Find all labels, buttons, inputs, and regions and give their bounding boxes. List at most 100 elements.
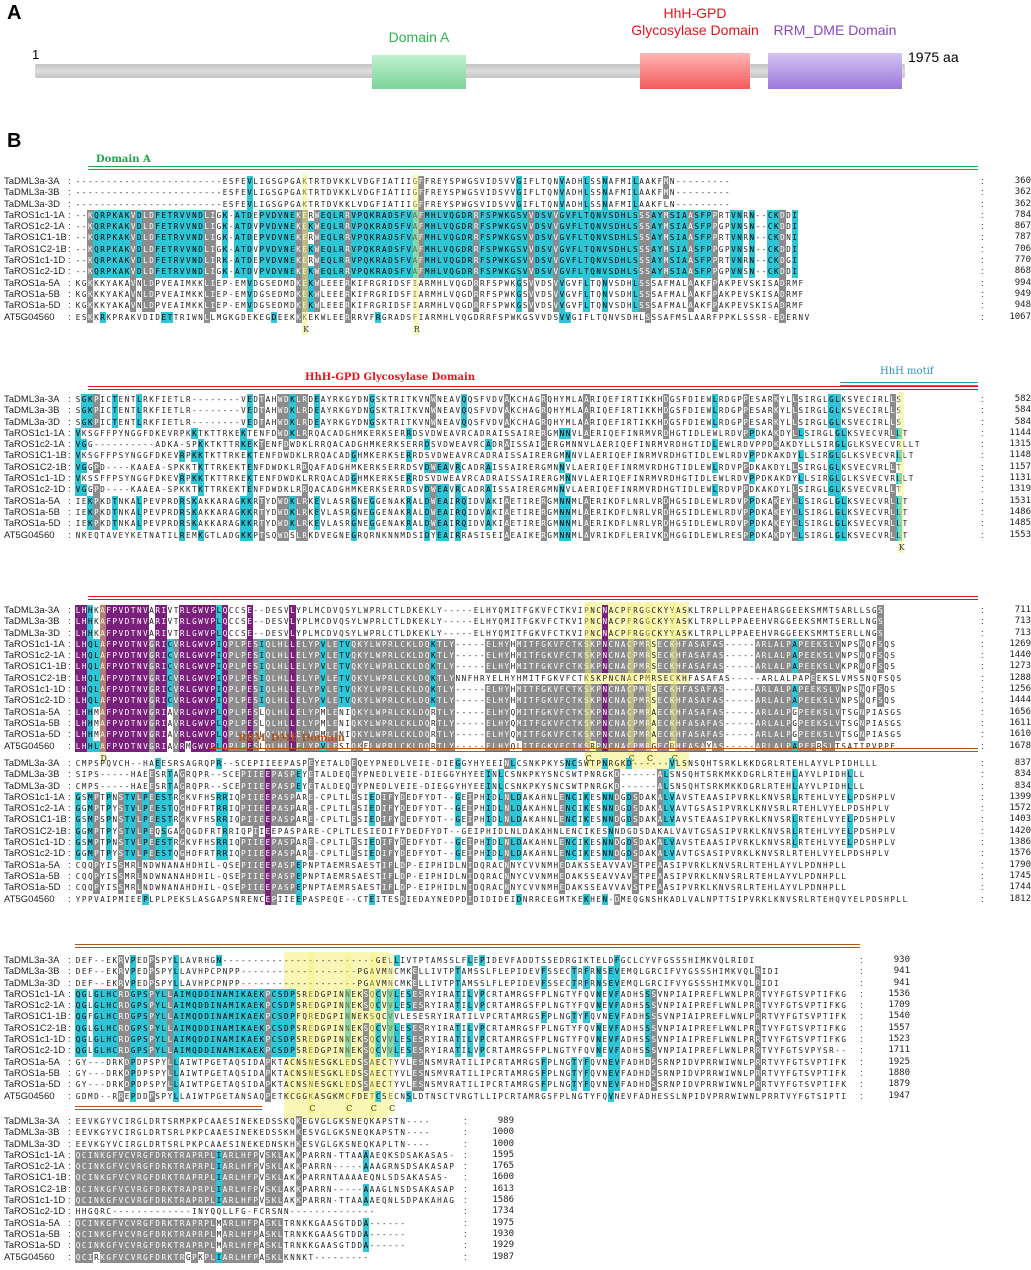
residue-position: 711 [1014, 605, 1031, 615]
key-residue-marker: D [100, 753, 107, 763]
sequence-name: TaROS1c1-1D [4, 837, 66, 849]
residue-position: 1975 [492, 1217, 514, 1228]
residue-position: 1611 [1009, 717, 1031, 728]
sequence-name: TaROS1C2-1B [4, 825, 66, 837]
separator: : [68, 870, 71, 882]
residue-position: 1315 [1009, 439, 1031, 450]
separator: : [981, 461, 984, 473]
separator: : [68, 1172, 71, 1184]
key-residue-highlight [388, 953, 395, 1114]
sequence-name: TaROS1a-5A [4, 1217, 60, 1229]
domain-underline [88, 386, 978, 387]
hhh-gpd-domain-label: HhH-GPD Glycosylase Domain [631, 5, 759, 38]
separator: : [68, 740, 71, 752]
separator: : [981, 473, 984, 485]
residue-position: 770 [1014, 255, 1031, 266]
separator: : [68, 187, 71, 199]
separator: : [68, 627, 71, 639]
residue-position: 1610 [1009, 729, 1031, 740]
separator: : [68, 966, 71, 978]
separator: : [68, 288, 71, 300]
sequence-name: AT5G04560 [4, 1251, 55, 1263]
separator: : [981, 439, 984, 451]
residue-position: 1711 [888, 1045, 910, 1056]
separator: : [68, 848, 71, 860]
domain-underline [75, 944, 860, 945]
residue-position: 1144 [1009, 427, 1031, 438]
residue-position: 1288 [1009, 672, 1031, 683]
sequence-name: TaROS1c2-1D [4, 695, 66, 707]
sequence-name: TaDML3a-3B [4, 1127, 60, 1139]
separator: : [981, 803, 984, 815]
residue-position: 1440 [1009, 650, 1031, 661]
sequence-name: TaDML3a-3A [4, 955, 60, 966]
separator: : [860, 977, 863, 989]
residue-position: 989 [497, 1116, 514, 1126]
sequence-name: TaROS1c2-1A [4, 803, 65, 815]
separator: : [68, 529, 71, 541]
separator: : [68, 1127, 71, 1139]
residue-position: 994 [1014, 277, 1031, 288]
separator: : [68, 859, 71, 871]
protein-end-label: 1975 aa [908, 49, 959, 65]
sequence-name: TaROS1C1-1B [4, 661, 66, 673]
sequence-name: AT5G04560 [4, 529, 55, 541]
sequence-name: TaDML3a-3D [4, 416, 60, 428]
key-residue-highlight [99, 603, 106, 764]
separator: : [68, 837, 71, 849]
residue-position: 1536 [888, 988, 910, 999]
separator: : [68, 255, 71, 267]
separator: : [68, 791, 71, 803]
separator: : [981, 288, 984, 300]
separator: : [860, 988, 863, 1000]
residue-position: 1765 [492, 1161, 514, 1172]
separator: : [68, 1090, 71, 1102]
residue-position: 1745 [1009, 870, 1031, 881]
key-residue-highlight [646, 603, 653, 764]
key-residue-marker: C [309, 1103, 316, 1113]
key-residue-highlight [627, 603, 634, 764]
separator: : [981, 176, 984, 187]
residue-position: 1273 [1009, 661, 1031, 672]
separator: : [981, 870, 984, 882]
separator: : [68, 1240, 71, 1252]
block-header-label: Domain A [96, 154, 151, 165]
residue-position: 1000 [492, 1127, 514, 1138]
separator: : [981, 695, 984, 707]
separator: : [464, 1116, 467, 1127]
separator: : [68, 769, 71, 781]
domain-underline [88, 389, 978, 390]
sequence-name: AT5G04560 [4, 1090, 55, 1102]
domain-underline [75, 1106, 262, 1107]
separator: : [68, 717, 71, 729]
sequence-name: TaROS1C1-1B [4, 1172, 66, 1184]
separator: : [981, 300, 984, 312]
separator: : [981, 893, 984, 905]
residue-position: 1399 [1009, 791, 1031, 802]
residue-position: 706 [1014, 243, 1031, 254]
separator: : [68, 803, 71, 815]
domain-underline [840, 385, 978, 386]
residue-position: 1269 [1009, 638, 1031, 649]
separator: : [68, 1206, 71, 1218]
domain-underline [88, 166, 978, 167]
panel-a-label: A [7, 2, 22, 24]
